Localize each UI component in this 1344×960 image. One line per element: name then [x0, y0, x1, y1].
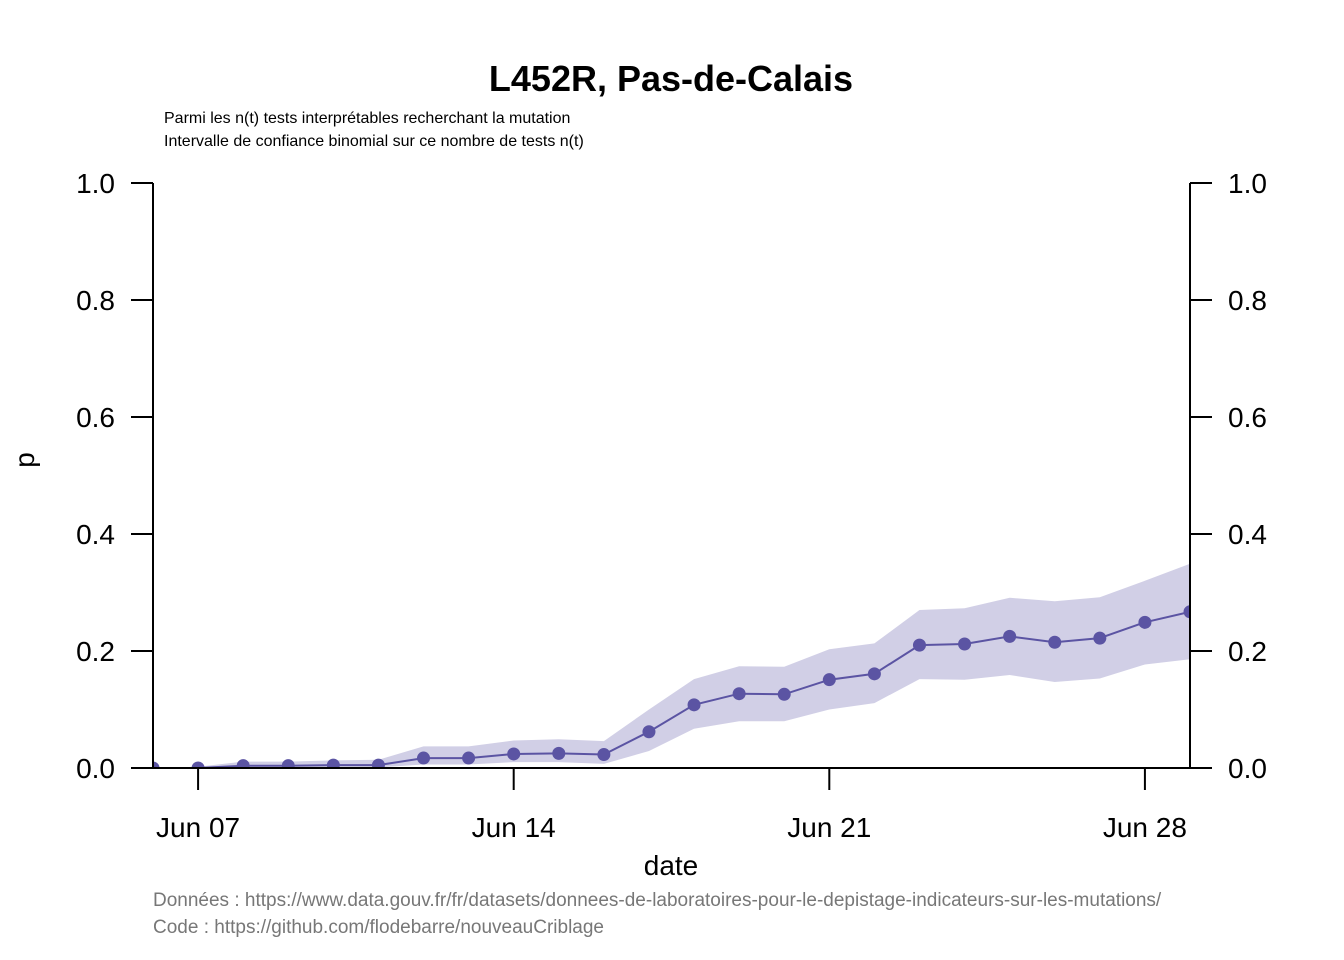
- y-axis-label: p: [9, 452, 40, 468]
- data-point: [236, 759, 250, 768]
- data-point: [462, 751, 476, 765]
- y-tick-label-right: 0.4: [1228, 519, 1267, 550]
- data-point: [1093, 631, 1107, 645]
- y-tick-label-left: 0.6: [76, 402, 115, 433]
- y-tick-label-left: 0.8: [76, 285, 115, 316]
- data-point: [1183, 605, 1190, 619]
- y-tick-label-right: 0.0: [1228, 753, 1267, 784]
- data-source-caption: Données : https://www.data.gouv.fr/fr/da…: [153, 890, 1162, 911]
- data-point: [732, 687, 746, 701]
- data-point: [597, 748, 611, 762]
- data-point: [912, 638, 926, 652]
- data-point: [777, 687, 791, 701]
- x-tick-label: Jun 21: [787, 812, 871, 843]
- data-point: [153, 761, 160, 768]
- data-point: [281, 759, 295, 768]
- chart-title: L452R, Pas-de-Calais: [489, 58, 853, 99]
- confidence-band: [153, 563, 1190, 768]
- y-tick-label-left: 0.4: [76, 519, 115, 550]
- y-tick-label-right: 0.2: [1228, 636, 1267, 667]
- y-tick-label-right: 1.0: [1228, 168, 1267, 199]
- plot-area: [153, 563, 1190, 768]
- data-point: [687, 698, 701, 712]
- y-tick-label-left: 0.0: [76, 753, 115, 784]
- data-point: [958, 637, 972, 651]
- data-point: [326, 758, 340, 768]
- data-point: [191, 761, 205, 768]
- series-line: [153, 610, 1190, 768]
- x-tick-label: Jun 14: [472, 812, 556, 843]
- data-point: [371, 758, 385, 768]
- data-point: [642, 725, 656, 739]
- data-point: [552, 746, 566, 760]
- data-point: [867, 667, 881, 681]
- x-axis-label: date: [644, 850, 699, 881]
- code-source-caption: Code : https://github.com/flodebarre/nou…: [153, 917, 604, 938]
- y-tick-label-right: 0.6: [1228, 402, 1267, 433]
- data-point: [1003, 629, 1017, 643]
- data-point: [417, 751, 431, 765]
- x-tick-label: Jun 07: [156, 812, 240, 843]
- y-tick-label-left: 1.0: [76, 168, 115, 199]
- axes: 0.0 0.0 0.2 0.2 0.4 0.4 0.6 0.6 0.8 0.8 1.0 1.0 Jun …: [76, 168, 1267, 843]
- chart-subtitle-2: Intervalle de confiance binomial sur ce …: [164, 133, 584, 150]
- x-tick-label: Jun 28: [1103, 812, 1187, 843]
- data-point: [1138, 615, 1152, 629]
- data-point: [822, 673, 836, 687]
- data-point: [507, 747, 521, 761]
- chart-subtitle-1: Parmi les n(t) tests interprétables rech…: [164, 110, 570, 127]
- y-tick-label-right: 0.8: [1228, 285, 1267, 316]
- data-point: [1048, 635, 1062, 649]
- y-tick-label-left: 0.2: [76, 636, 115, 667]
